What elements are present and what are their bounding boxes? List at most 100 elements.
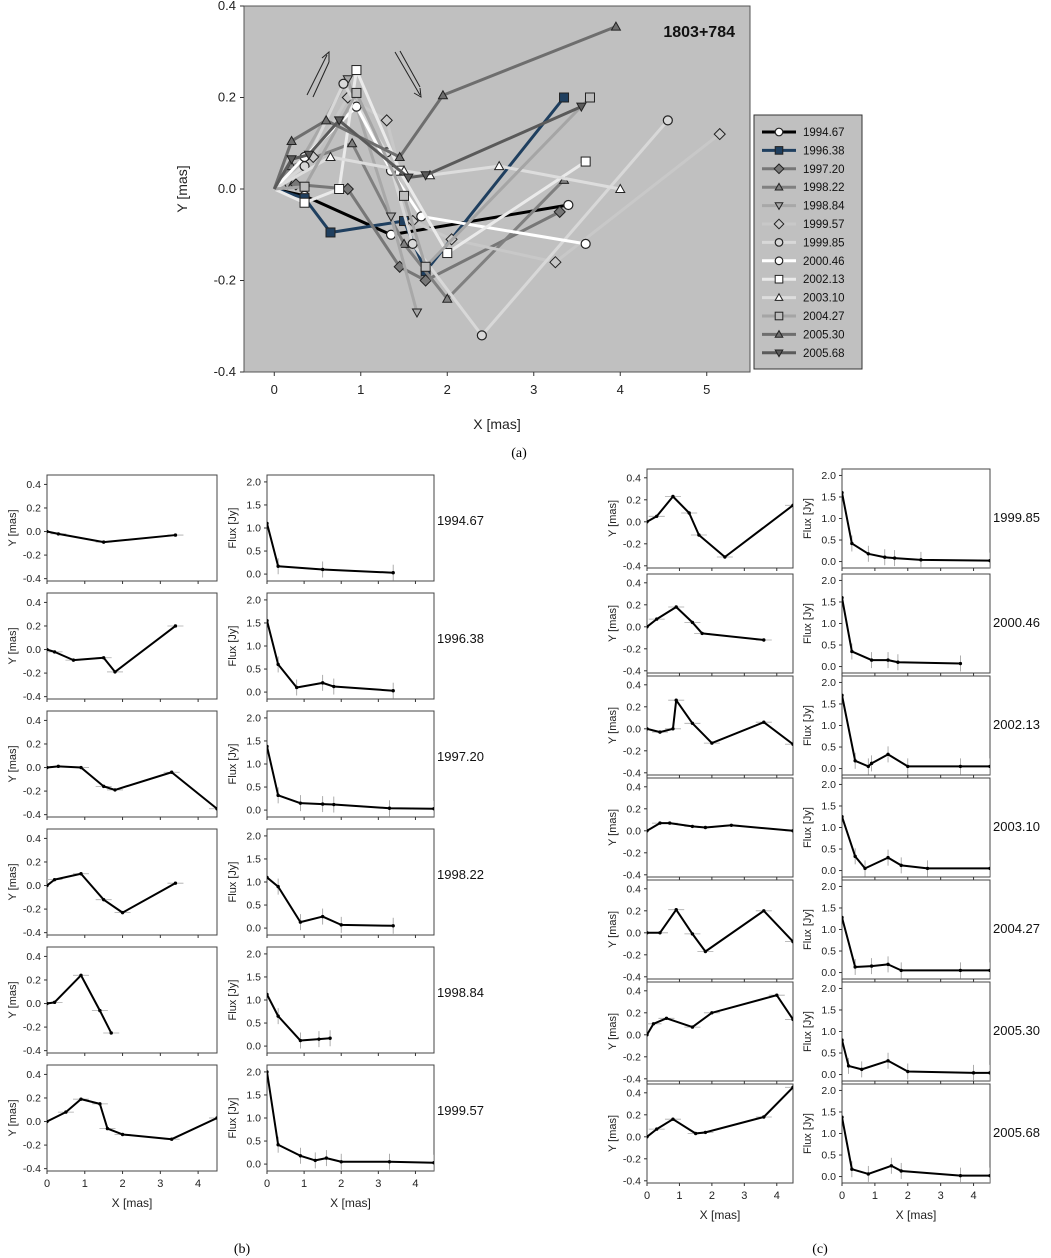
position-plot-area [46, 828, 218, 936]
y-tick-label: 2.0 [821, 779, 836, 791]
y-tick-label: 2.0 [246, 594, 261, 606]
data-point [958, 1173, 963, 1178]
position-series [47, 973, 120, 1035]
series-marker [774, 256, 784, 266]
x-tick-label: 4 [195, 1178, 201, 1190]
flux-series [842, 595, 963, 672]
x-tick-label: 2 [119, 1178, 125, 1190]
position-plot-area [646, 468, 794, 569]
data-point [173, 624, 178, 628]
data-point [267, 618, 269, 623]
data-point [298, 1154, 303, 1158]
y-tick-label: 0.0 [26, 880, 41, 892]
source-label: 1803+784 [663, 24, 735, 41]
y-tick-label: 0.0 [26, 762, 41, 774]
position-series [647, 494, 793, 559]
data-point [432, 807, 434, 811]
series-marker [420, 261, 431, 272]
data-point [52, 1000, 57, 1005]
y-tick-label: 0.0 [246, 1159, 261, 1171]
x-tick-label: 2 [338, 1178, 344, 1190]
data-point [674, 605, 678, 609]
flux-axis-label: Flux [Jy] [227, 1098, 239, 1139]
x-tick-label: 0 [44, 1178, 50, 1190]
data-point [842, 915, 844, 920]
y-tick-label: 0.4 [626, 679, 641, 691]
panel-a: 0.4 0.2 0.0 -0.2 -0.4 0 1 2 3 4 5 X [mas] Y [mas] 180… [174, 0, 863, 432]
y-tick-label: 0.0 [246, 805, 261, 817]
flux-plot-area [841, 777, 991, 878]
y-tick-label: -0.4 [623, 1073, 641, 1085]
y-tick-label: -0.4 [623, 869, 641, 881]
data-point [674, 908, 678, 912]
position-series [47, 624, 184, 674]
data-point [328, 1036, 332, 1040]
series-marker [580, 238, 591, 249]
series-marker [774, 237, 784, 247]
y-axis-label-a: Y [mas] [174, 165, 190, 212]
y-tick-label: 0.0 [626, 516, 641, 528]
flux-axis-label: Flux [Jy] [802, 909, 814, 950]
data-point [655, 617, 659, 621]
flux-series [842, 490, 990, 568]
arrow-down-icon [413, 87, 422, 98]
data-point [958, 764, 963, 769]
position-plot-area [646, 1083, 794, 1184]
position-series [647, 1085, 793, 1139]
y-tick-label: 0.4 [26, 479, 41, 491]
y-axis-label: Y [mas] [607, 1013, 619, 1050]
flux-series [842, 915, 990, 979]
y-tick-label: 0.2 [626, 494, 641, 506]
data-point [113, 670, 117, 674]
y-tick-label: 0.0 [246, 569, 261, 581]
series-marker [774, 127, 784, 137]
epoch-label-2005.30: 2005.30 [993, 1023, 1040, 1038]
arrow-up-icon [306, 54, 328, 96]
epoch-label-1994.67: 1994.67 [437, 513, 484, 528]
data-point [710, 1011, 714, 1015]
y-tick-label: 1.5 [821, 800, 836, 812]
position-plot-area [646, 879, 794, 980]
data-point [101, 897, 106, 902]
flux-series [267, 618, 395, 699]
y-tick-label: 1.0 [246, 995, 261, 1007]
y-tick-label: 0.2 [626, 1109, 641, 1121]
x-axis-label-a: X [mas] [473, 416, 520, 432]
position-series [647, 993, 793, 1037]
data-point [47, 765, 49, 770]
legend-entry-2004.27: 2004.27 [803, 311, 845, 323]
data-point [850, 541, 854, 546]
x-axis-label: X [mas] [330, 1196, 371, 1210]
data-point [791, 1017, 793, 1022]
y-tick-label: 0.5 [821, 1048, 836, 1060]
y-tick-label: -0.4 [623, 971, 641, 983]
caption-c: (c) [812, 1242, 828, 1257]
data-point [896, 660, 900, 664]
data-line [267, 620, 394, 692]
y-tick-label: 0.0 [26, 526, 41, 538]
data-line [647, 606, 764, 641]
y-tick-label-a: 0.2 [218, 90, 236, 105]
y-tick-label: 0.2 [26, 738, 41, 750]
data-point [791, 829, 793, 833]
data-point [703, 1130, 708, 1135]
x-tick-label: 2 [709, 1190, 715, 1202]
y-tick-label: 1.5 [246, 499, 261, 511]
data-point [846, 1064, 851, 1068]
y-axis-label: Y [mas] [607, 911, 619, 948]
data-point [671, 1117, 675, 1121]
data-point [47, 883, 49, 888]
position-plot-area [46, 592, 218, 700]
y-axis-label: Y [mas] [607, 500, 619, 537]
series-marker [351, 87, 362, 98]
series-marker [774, 329, 784, 338]
data-point [655, 514, 659, 518]
data-point [387, 1160, 392, 1164]
y-axis-label: Y [mas] [607, 1115, 619, 1152]
y-tick-label: 0.2 [626, 599, 641, 611]
data-point [332, 802, 336, 807]
legend-entry-1999.85: 1999.85 [803, 237, 845, 249]
data-point [842, 1038, 844, 1042]
series-marker [303, 150, 315, 161]
